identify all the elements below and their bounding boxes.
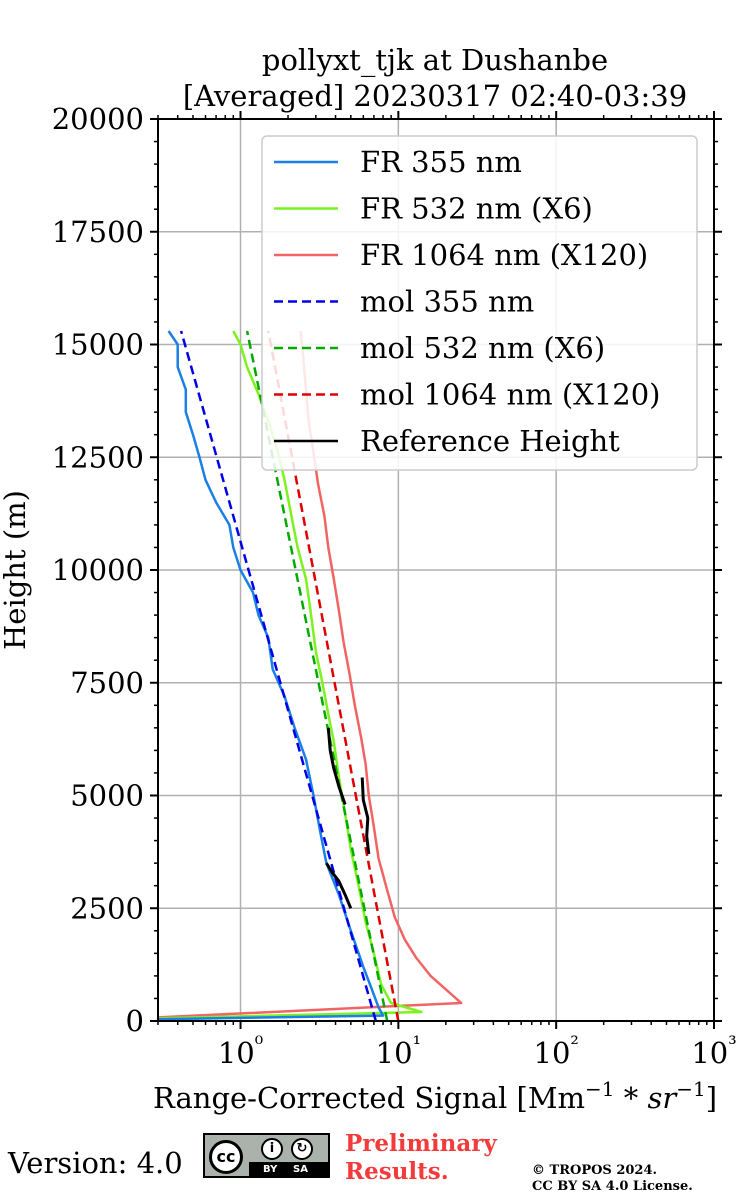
by-label: BY [263,1164,278,1175]
x-tick-label: 10⁰ [218,1032,263,1070]
y-axis-label: Height (m) [0,490,32,650]
y-tick-label: 0 [126,1004,144,1038]
axis-ticks: 0 2500 5000 7500 10000 12500 15000 17500 20000 10… [52,102,737,1070]
person-icon: i [261,1138,283,1160]
y-tick-label: 15000 [52,328,144,362]
preliminary-results-note: Preliminary Results. [345,1130,497,1186]
chart-title-line1: pollyxt_tjk at Dushanbe [262,43,608,78]
x-tick-label: 10¹ [376,1032,421,1070]
y-tick-label: 2500 [70,891,144,925]
series-reference-height-segment [325,862,353,909]
legend-entry-label: mol 1064 nm (X120) [360,378,661,412]
series-mol-532-nm-x6 [245,330,389,1022]
version-label: Version: 4.0 [8,1146,183,1180]
cc-icon: cc [209,1140,243,1174]
legend-entry-label: mol 532 nm (X6) [360,331,605,365]
share-alike-icon: ↻ [291,1138,313,1160]
y-tick-label: 17500 [52,215,144,249]
series-mol-355-nm [179,330,378,1022]
copyright-notice: © TROPOS 2024. CC BY SA 4.0 License. [532,1163,693,1195]
preliminary-line1: Preliminary [345,1130,497,1157]
cc-by-sa-badge: cc i ↻ BY SA [203,1133,330,1178]
preliminary-line2: Results. [345,1158,449,1185]
legend-entry-label: FR 1064 nm (X120) [360,238,648,272]
sa-label: SA [293,1164,308,1175]
legend-entry-label: mol 355 nm [360,285,534,319]
legend-entry-label: FR 532 nm (X6) [360,192,593,226]
series-mol-1064-nm-x120 [267,330,400,1022]
legend: FR 355 nm FR 532 nm (X6) FR 1064 nm (X120)… [261,135,698,471]
copyright-line2: CC BY SA 4.0 License. [532,1179,693,1194]
legend-entry-label: Reference Height [360,424,620,458]
series-reference-height-segment [326,727,347,805]
y-tick-label: 7500 [70,666,144,700]
badge-strip [249,1162,328,1176]
chart-title-line2: [Averaged] 20230317 02:40-03:39 [183,79,687,113]
y-tick-label: 20000 [52,102,144,136]
range-corrected-signal-chart: pollyxt_tjk at Dushanbe [Averaged] 20230… [0,43,737,1115]
x-axis-label: Range-Corrected Signal [Mm−1 * sr−1] [153,1077,717,1115]
x-tick-label: 10³ [691,1032,736,1070]
legend-box [261,135,698,471]
legend-entry-label: FR 355 nm [360,145,522,179]
y-tick-label: 12500 [52,440,144,474]
series-reference-height-segment [360,777,371,855]
y-tick-label: 10000 [52,553,144,587]
x-tick-label: 10² [534,1032,579,1070]
copyright-line1: © TROPOS 2024. [532,1163,658,1178]
y-tick-label: 5000 [70,779,144,813]
